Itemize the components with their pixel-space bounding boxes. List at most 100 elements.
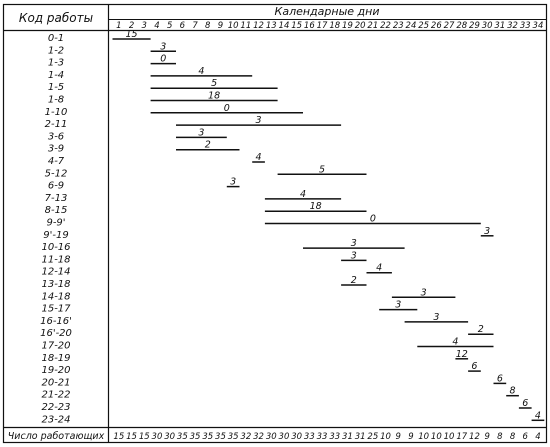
task-worker-label: 6 — [471, 361, 477, 372]
task-code-label: 13-18 — [41, 279, 70, 290]
task-worker-label: 4 — [452, 337, 458, 348]
day-label: 1 — [116, 21, 121, 31]
task-code-label: 1-3 — [48, 58, 64, 69]
task-code-label: 8-15 — [45, 205, 68, 216]
task-code-label: 19-20 — [41, 365, 70, 376]
day-label: 29 — [469, 21, 480, 31]
task-worker-label: 2 — [351, 275, 357, 286]
workers-per-day-value: 15 — [139, 432, 150, 442]
task-code-label: 1-8 — [48, 95, 64, 106]
task-worker-label: 3 — [433, 312, 439, 323]
task-code-label: 4-7 — [48, 156, 65, 167]
day-label: 30 — [482, 21, 493, 31]
task-code-label: 5-12 — [45, 168, 68, 179]
task-worker-label: 4 — [535, 410, 541, 421]
day-label: 28 — [456, 21, 467, 31]
task-code-label: 12-14 — [41, 267, 70, 278]
task-code-label: 20-21 — [41, 377, 70, 388]
day-label: 9 — [218, 21, 223, 31]
task-worker-label: 3 — [421, 287, 427, 298]
day-label: 27 — [444, 21, 455, 31]
task-worker-label: 18 — [208, 91, 220, 102]
task-code-label: 14-18 — [41, 291, 70, 302]
task-worker-label: 2 — [205, 140, 211, 151]
workers-per-day-value: 8 — [510, 432, 516, 442]
day-label: 5 — [167, 21, 172, 31]
task-worker-label: 12 — [456, 349, 468, 360]
workers-per-day-values: 15 15 15 30 30 35 35 35 35 35 32 32 30 30 30 33 33 33 31 31… — [113, 432, 540, 442]
workers-per-day-value: 4 — [535, 432, 540, 442]
task-worker-label: 6 — [497, 373, 503, 384]
task-worker-label: 3 — [395, 300, 401, 311]
workers-per-day-value: 8 — [497, 432, 503, 442]
task-worker-label: 5 — [319, 164, 325, 175]
day-label: 31 — [494, 21, 505, 31]
task-worker-label: 3 — [160, 41, 166, 52]
task-worker-label: 4 — [198, 66, 204, 77]
header-days-label: Календарные дни — [275, 5, 380, 18]
task-code-label: 0-1 — [48, 33, 64, 44]
workers-per-day-value: 32 — [253, 432, 264, 442]
task-worker-label: 3 — [256, 115, 262, 126]
day-label: 32 — [507, 21, 518, 31]
task-worker-label: 3 — [230, 177, 236, 188]
task-worker-label: 5 — [211, 78, 217, 89]
task-worker-label: 2 — [478, 324, 484, 335]
task-code-label: 15-17 — [41, 304, 71, 315]
workers-per-day-value: 10 — [418, 432, 429, 442]
workers-per-day-value: 35 — [202, 432, 213, 442]
workers-per-day-value: 32 — [240, 432, 251, 442]
workers-per-day-value: 30 — [164, 432, 175, 442]
task-code-label: 1-10 — [45, 107, 68, 118]
workers-per-day-value: 33 — [317, 432, 328, 442]
task-code-label: 17-20 — [41, 341, 70, 352]
workers-per-day-value: 30 — [291, 432, 302, 442]
day-label: 19 — [342, 21, 353, 31]
workers-per-day-value: 33 — [329, 432, 340, 442]
day-label: 11 — [240, 21, 251, 31]
task-code-label: 1-4 — [48, 70, 64, 81]
workers-per-day-value: 35 — [177, 432, 188, 442]
day-label: 12 — [253, 21, 264, 31]
day-label: 6 — [180, 21, 186, 31]
workers-per-day-value: 9 — [408, 432, 413, 442]
task-worker-label: 3 — [484, 226, 490, 237]
workers-per-day-value: 31 — [355, 432, 366, 442]
task-worker-label: 0 — [370, 214, 376, 225]
day-label: 16 — [304, 21, 315, 31]
workers-per-day-value: 12 — [469, 432, 480, 442]
task-code-label: 9-9' — [46, 218, 65, 229]
task-code-label: 22-23 — [41, 402, 70, 413]
workers-per-day-value: 15 — [113, 432, 124, 442]
task-code-label: 3-6 — [48, 131, 64, 142]
task-worker-label: 0 — [224, 103, 230, 114]
day-labels: 1 2 3 4 5 6 7 8 9 10 11 12 13 14 15 16 17 18 19 20 21 22 23 24 2… — [116, 21, 543, 31]
task-code-label: 16'-20 — [40, 328, 72, 339]
day-label: 17 — [317, 21, 328, 31]
day-label: 2 — [129, 21, 134, 31]
day-label: 22 — [380, 21, 391, 31]
workers-per-day-value: 30 — [279, 432, 290, 442]
task-worker-label: 4 — [376, 263, 382, 274]
workers-per-day-value: 35 — [228, 432, 239, 442]
day-label: 26 — [431, 21, 442, 31]
day-label: 25 — [418, 21, 429, 31]
workers-per-day-value: 15 — [126, 432, 137, 442]
task-code-label: 23-24 — [41, 414, 70, 425]
day-label: 15 — [291, 21, 302, 31]
task-code-label: 1-5 — [48, 82, 64, 93]
workers-per-day-value: 25 — [367, 432, 378, 442]
task-code-label: 1-2 — [48, 45, 64, 56]
workers-per-day-value: 6 — [523, 432, 529, 442]
workers-per-day-value: 10 — [431, 432, 442, 442]
workers-per-day-value: 33 — [304, 432, 315, 442]
task-worker-label: 6 — [522, 398, 528, 409]
day-label: 24 — [406, 21, 417, 31]
footer-label: Число работающих — [8, 431, 105, 442]
workers-per-day-value: 9 — [484, 432, 489, 442]
workers-per-day-value: 30 — [266, 432, 277, 442]
day-label: 33 — [520, 21, 531, 31]
workers-per-day-value: 10 — [380, 432, 391, 442]
